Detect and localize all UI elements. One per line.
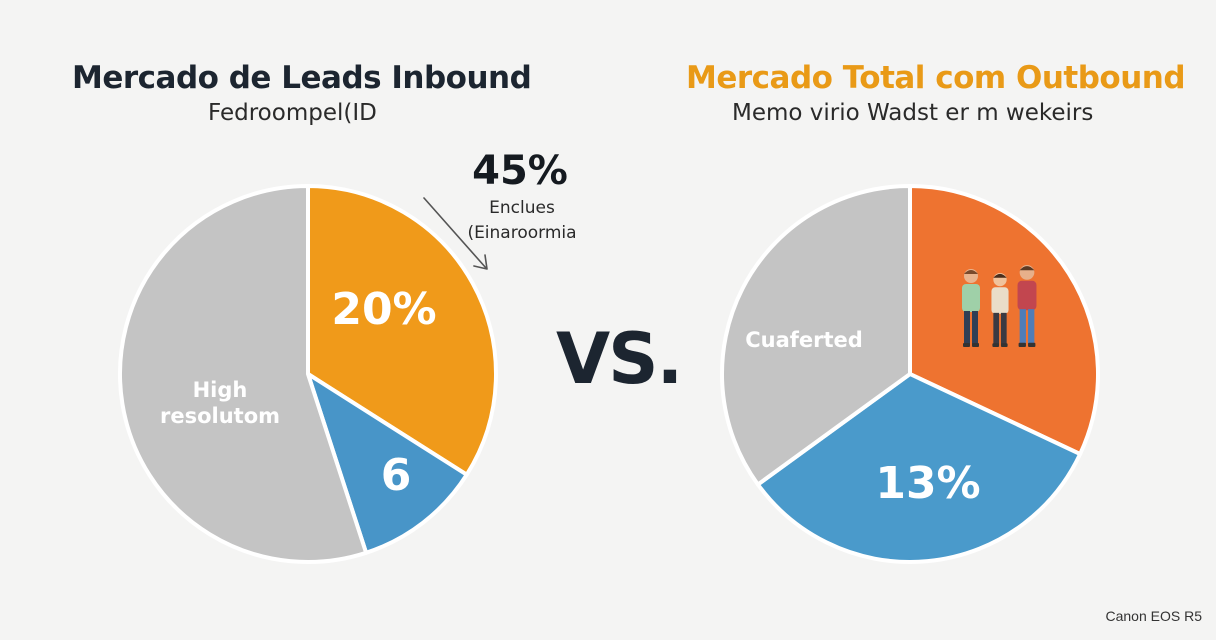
left-chart-subtitle: Fedroompel(ID bbox=[208, 100, 377, 126]
callout-annotation: 45% Enclues (Einaroormia bbox=[423, 148, 577, 270]
camera-watermark: Canon EOS R5 bbox=[1105, 608, 1203, 624]
pie-2-slice-3-label: Cuaferted bbox=[745, 328, 863, 352]
right-chart-subtitle: Memo virio Wadst er m wekeirs bbox=[732, 100, 1094, 126]
people-group-icon bbox=[962, 265, 1037, 348]
pie-2-slice-3 bbox=[720, 184, 912, 487]
pie-2-slice-2 bbox=[755, 372, 1083, 565]
callout-line-1: Enclues bbox=[489, 198, 555, 218]
pie-1-slice-2 bbox=[306, 372, 469, 555]
pie-2-slice-2-label: 13% bbox=[875, 458, 980, 509]
pie-1-slice-3 bbox=[118, 184, 369, 564]
right-chart-title: Mercado Total com Outbound bbox=[686, 60, 1186, 96]
pie-chart-2: 13% Cuaferted bbox=[720, 184, 1100, 565]
left-chart-title: Mercado de Leads Inbound bbox=[72, 60, 532, 96]
versus-label: VS. bbox=[556, 318, 683, 400]
callout-line-2: (Einaroormia bbox=[467, 223, 576, 243]
pie-chart-1: 20% 6 High resolutom bbox=[118, 184, 498, 564]
pie-1-slice-2-label: 6 bbox=[381, 450, 412, 501]
callout-value: 45% bbox=[472, 148, 568, 194]
callout-arrow-icon bbox=[423, 197, 488, 270]
pie-1-slice-3-label: High resolutom bbox=[160, 378, 280, 428]
pie-1-slice-1-label: 20% bbox=[331, 284, 436, 335]
